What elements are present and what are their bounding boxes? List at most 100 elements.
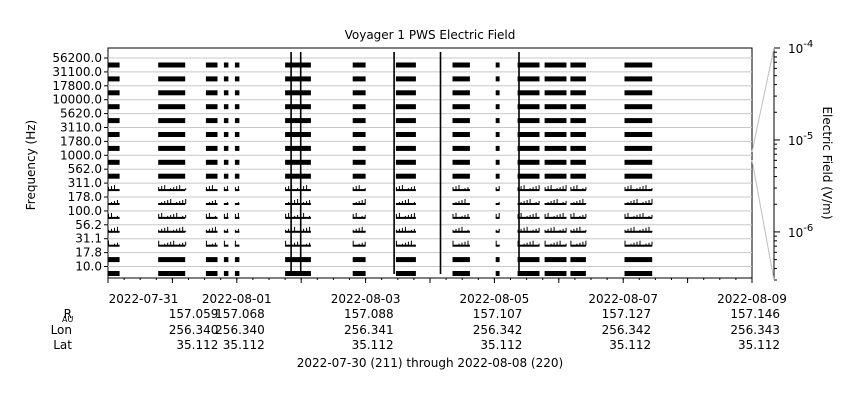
channel-trace [176,244,178,246]
channel-trace [355,244,357,246]
channel-block [108,90,120,96]
channel-block [395,90,416,96]
channel-block [223,203,229,205]
channel-block [517,76,540,82]
orbit-value: 35.112 [223,338,265,352]
channel-block [158,257,186,263]
channel-trace [306,185,308,191]
channel-trace [627,228,629,232]
channel-trace [538,216,540,218]
channel-trace [288,186,290,191]
channel-trace [544,203,546,204]
channel-trace [526,226,528,232]
channel-trace [108,187,109,191]
channel-trace [355,202,357,204]
channel-block [544,132,567,137]
channel-trace [648,200,650,204]
channel-block [285,173,311,179]
channel-block [205,118,218,124]
y-tick-label: 1000.0 [60,148,102,162]
channel-block [158,62,186,68]
channel-block [158,216,186,219]
channel-trace [117,242,118,246]
channel-trace [455,202,457,204]
channel-trace [410,203,412,204]
channel-trace [407,188,409,191]
channel-trace [404,215,406,218]
channel-trace [164,185,166,191]
channel-trace [582,241,584,246]
channel-trace [214,215,216,218]
channel-block [234,244,240,247]
channel-trace [550,216,552,218]
channel-trace [639,187,641,191]
channel-block [517,257,540,263]
channel-block [108,244,120,247]
channel-trace [651,188,653,191]
channel-block [395,145,416,151]
channel-trace [573,186,575,191]
channel-block [108,271,120,276]
x-tick-label: 2022-08-05 [460,292,530,306]
channel-trace [306,243,308,246]
channel-trace [114,243,115,246]
y-tick-label: 31.1 [75,232,102,246]
channel-block [570,76,586,82]
channel-block [223,230,229,233]
channel-block [452,76,470,82]
channel-block [205,132,218,137]
channel-trace [624,240,626,246]
channel-trace [164,201,166,204]
channel-trace [565,201,567,204]
channel-trace [455,228,457,232]
channel-trace [636,241,638,246]
channel-block [395,62,416,68]
channel-block [158,271,186,276]
y-tick-label: 56200.0 [52,51,102,65]
channel-block [452,244,470,247]
channel-block [205,173,218,179]
channel-block [352,118,366,124]
channel-trace [237,212,239,218]
channel-trace [234,229,236,232]
channel-trace [461,215,463,218]
channel-trace [547,244,549,246]
colorbar-tick-label: 10-5 [788,131,813,148]
channel-block [624,203,653,205]
channel-trace [630,216,632,218]
y-axis: 56200.031100.017800.010000.05620.03110.0… [52,51,108,274]
channel-trace [211,185,213,191]
channel-block [517,173,540,179]
channel-trace [413,228,415,232]
channel-trace [173,229,175,232]
channel-trace [294,200,296,204]
channel-trace [413,212,415,218]
channel-trace [495,203,497,204]
channel-block [544,203,567,205]
y-tick-label: 3110.0 [60,121,102,135]
channel-block [517,244,540,247]
channel-trace [547,202,549,204]
channel-trace [182,242,184,246]
channel-trace [639,213,641,218]
channel-trace [364,230,366,232]
y-tick-label: 1780.0 [60,134,102,148]
channel-block [544,173,567,179]
channel-trace [303,186,305,191]
channel-trace [570,229,572,232]
channel-trace [573,228,575,232]
channel-trace [550,185,552,191]
channel-trace [364,199,366,204]
channel-block [285,145,311,151]
channel-block [495,62,500,68]
channel-trace [361,242,363,246]
channel-trace [179,243,181,246]
channel-trace [234,240,236,246]
channel-trace [467,240,469,246]
channel-trace [648,242,650,246]
channel-trace [158,187,160,191]
channel-trace [185,199,187,204]
channel-block [108,203,120,205]
channel-trace [398,212,400,218]
